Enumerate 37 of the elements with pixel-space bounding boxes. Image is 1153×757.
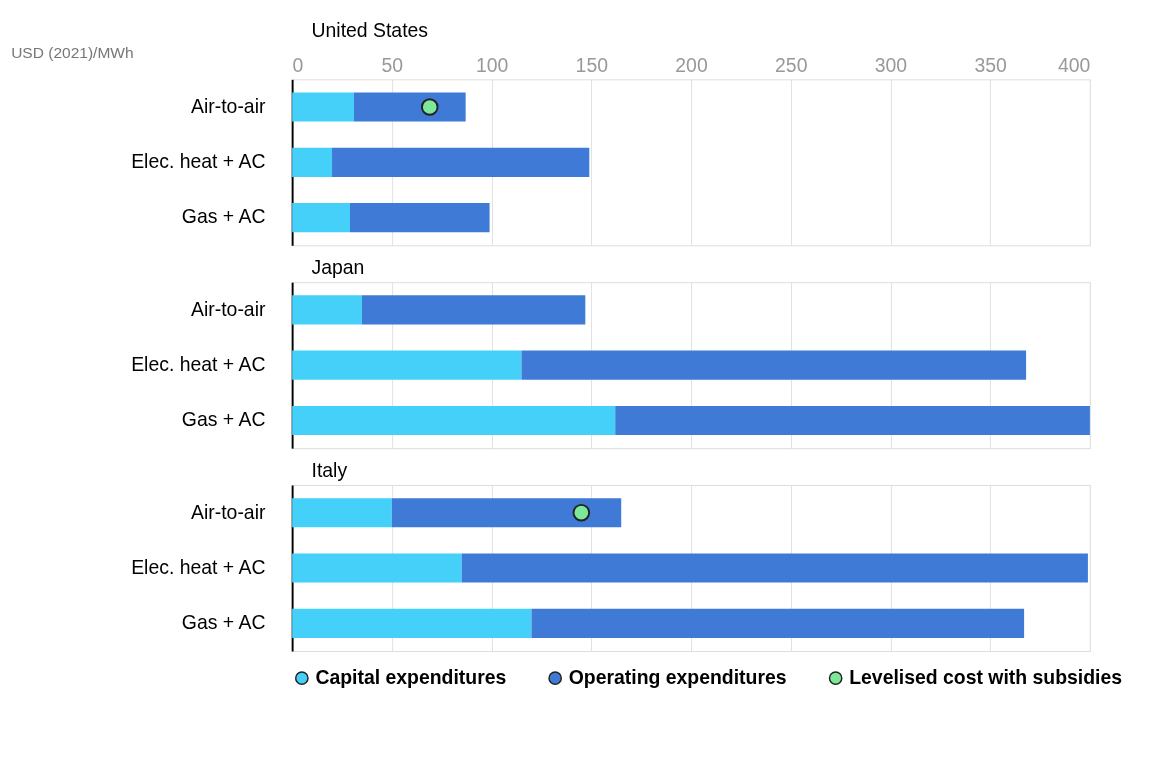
bar	[292, 608, 532, 638]
x-tick-label: 400	[1058, 54, 1091, 77]
x-tick-label: 250	[775, 54, 808, 77]
y-tick-label: Air-to-air	[191, 500, 266, 523]
x-tick-label: 0	[292, 54, 304, 77]
y-tick-label: Elec. heat + AC	[131, 555, 266, 578]
bar	[292, 553, 462, 583]
chart-title: United States	[311, 18, 429, 41]
bar	[292, 350, 522, 380]
bar	[292, 498, 392, 528]
legend-label: Levelised cost with subsidies	[849, 666, 1123, 688]
x-tick-label: 50	[381, 54, 404, 77]
legend-label: Capital expenditures	[315, 666, 507, 688]
x-tick-label: 350	[974, 54, 1008, 77]
y-tick-label: Elec. heat + AC	[131, 353, 266, 375]
x-axis-title: USD (2021)/MWh	[11, 43, 134, 61]
y-tick-label: Air-to-air	[191, 94, 266, 117]
y-tick-label: Elec. heat + AC	[131, 150, 266, 173]
chart-title: Japan	[311, 256, 365, 279]
x-tick-label: 100	[475, 54, 509, 77]
bar	[461, 553, 1088, 583]
x-tick-label: 300	[874, 54, 908, 77]
bar	[615, 405, 1090, 436]
y-tick-label: Gas + AC	[181, 408, 266, 431]
y-tick-label: Gas + AC	[181, 611, 266, 634]
chart-title: Italy	[311, 459, 348, 482]
y-tick-label: Air-to-air	[191, 297, 266, 320]
bar	[361, 295, 586, 325]
bar	[292, 405, 616, 436]
bar	[521, 350, 1027, 380]
bar	[531, 608, 1025, 638]
bar	[292, 295, 362, 325]
bar	[391, 498, 622, 528]
x-tick-label: 150	[575, 54, 609, 77]
x-tick-label: 200	[675, 54, 708, 77]
legend-label: Operating expenditures	[568, 666, 787, 688]
y-tick-label: Gas + AC	[181, 205, 266, 228]
